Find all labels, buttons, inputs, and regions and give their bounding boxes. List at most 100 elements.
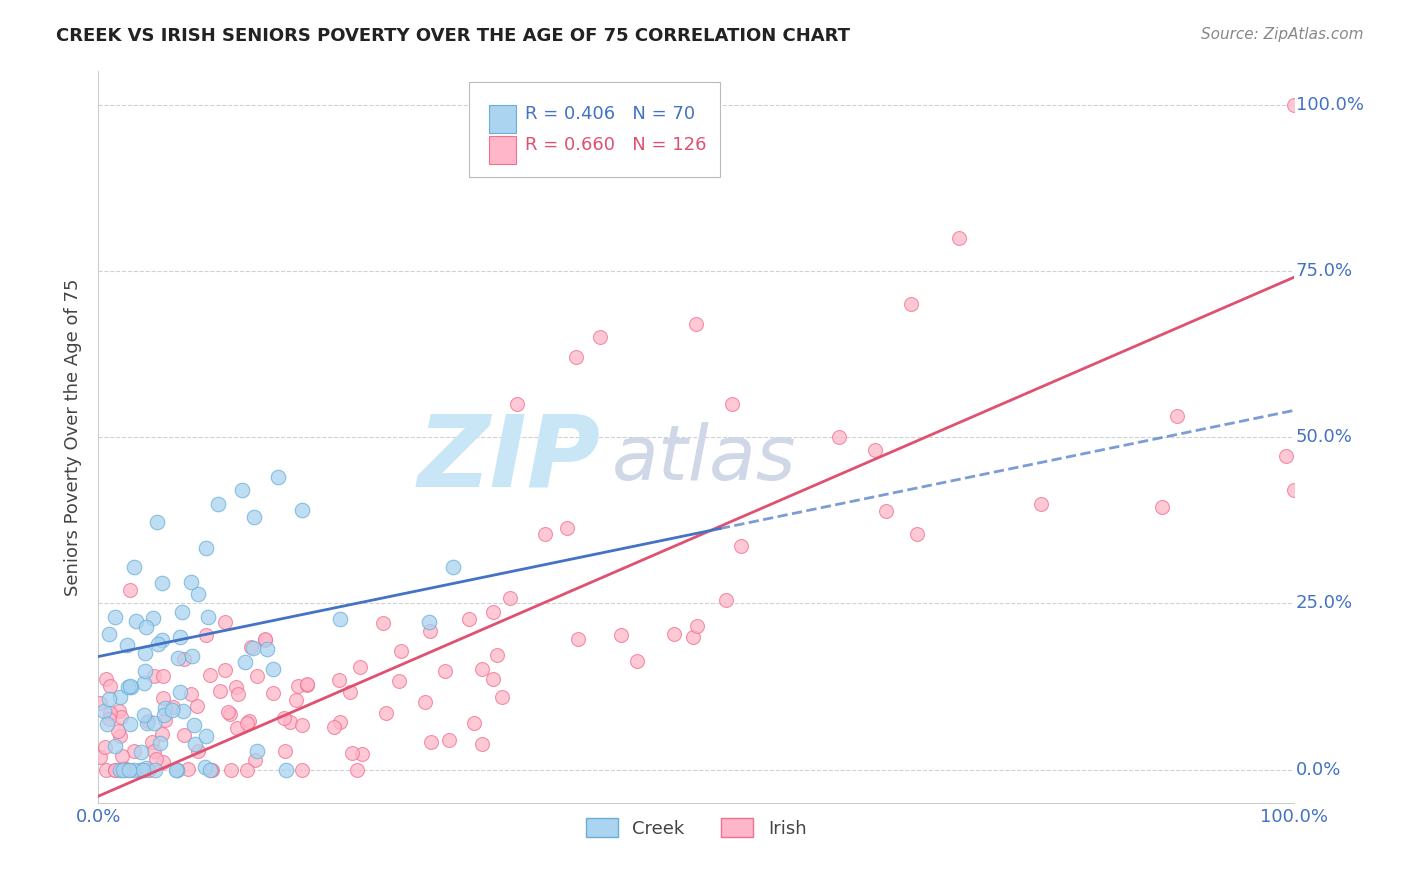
Point [200, 763, 222, 777]
Point [120, 679, 142, 693]
Point [134, 646, 156, 660]
Point [98, 706, 121, 720]
Point [714, 593, 737, 607]
Point [329, 715, 352, 730]
Point [200, 763, 222, 777]
Point [287, 679, 309, 693]
Point [132, 707, 155, 722]
Point [534, 526, 557, 541]
Point [110, 710, 132, 724]
Point [136, 714, 159, 728]
Point [662, 627, 685, 641]
Point [93, 739, 115, 754]
Point [111, 763, 134, 777]
Point [94, 673, 117, 687]
Point [180, 575, 202, 590]
Point [1166, 409, 1188, 423]
Point [214, 664, 236, 678]
Point [152, 690, 174, 705]
Point [900, 297, 922, 311]
Point [246, 744, 269, 758]
Point [114, 763, 136, 777]
Point [150, 576, 173, 591]
Point [200, 668, 222, 682]
Point [165, 763, 187, 777]
Point [491, 690, 513, 704]
Point [194, 760, 217, 774]
Point [567, 632, 589, 647]
Point [97, 692, 120, 706]
Point [89, 696, 111, 710]
Point [721, 397, 744, 411]
Point [142, 669, 165, 683]
Point [242, 641, 264, 656]
Point [120, 763, 142, 777]
Point [589, 330, 612, 344]
Point [153, 708, 176, 723]
Point [173, 727, 195, 741]
Point [134, 676, 156, 690]
Point [104, 763, 127, 777]
Point [297, 678, 319, 692]
Point [373, 615, 395, 630]
Point [1029, 497, 1052, 511]
Point [166, 650, 188, 665]
Point [228, 687, 250, 701]
Text: atlas: atlas [613, 422, 797, 496]
Point [160, 703, 183, 717]
Point [610, 628, 633, 642]
Point [111, 749, 134, 764]
Point [100, 679, 122, 693]
Point [243, 509, 266, 524]
Point [145, 515, 167, 529]
Point [172, 704, 194, 718]
Point [481, 672, 503, 686]
Text: R = 0.406   N = 70: R = 0.406 N = 70 [524, 104, 695, 123]
Point [274, 744, 297, 758]
Point [499, 591, 522, 606]
Point [349, 660, 371, 674]
Point [238, 714, 260, 728]
Point [565, 351, 588, 365]
Point [98, 712, 121, 726]
Point [295, 676, 318, 690]
Point [98, 627, 121, 641]
Point [194, 541, 217, 555]
Point [273, 711, 295, 725]
Point [1282, 97, 1305, 112]
Text: 50.0%: 50.0% [1296, 428, 1353, 446]
Point [149, 736, 172, 750]
Point [235, 763, 257, 777]
Point [108, 704, 131, 718]
Point [195, 729, 218, 743]
Point [143, 763, 166, 777]
Point [340, 746, 363, 760]
Point [506, 397, 529, 411]
Point [274, 763, 297, 777]
Point [104, 610, 127, 624]
Point [463, 716, 485, 731]
Point [433, 665, 456, 679]
Point [262, 662, 284, 676]
Point [418, 615, 440, 629]
Text: 25.0%: 25.0% [1296, 594, 1353, 612]
Point [173, 652, 195, 666]
Point [152, 669, 174, 683]
Point [225, 680, 247, 694]
Point [129, 763, 152, 777]
Point [166, 763, 188, 777]
Point [120, 680, 142, 694]
Point [166, 763, 188, 777]
Point [685, 317, 707, 331]
Point [162, 700, 184, 714]
Point [89, 749, 111, 764]
Point [108, 729, 131, 743]
Point [155, 701, 177, 715]
Point [471, 737, 494, 751]
Text: 75.0%: 75.0% [1296, 262, 1353, 280]
Point [328, 673, 350, 688]
Point [169, 685, 191, 699]
Legend: Creek, Irish: Creek, Irish [578, 811, 814, 845]
Point [103, 739, 125, 754]
Point [219, 763, 242, 777]
